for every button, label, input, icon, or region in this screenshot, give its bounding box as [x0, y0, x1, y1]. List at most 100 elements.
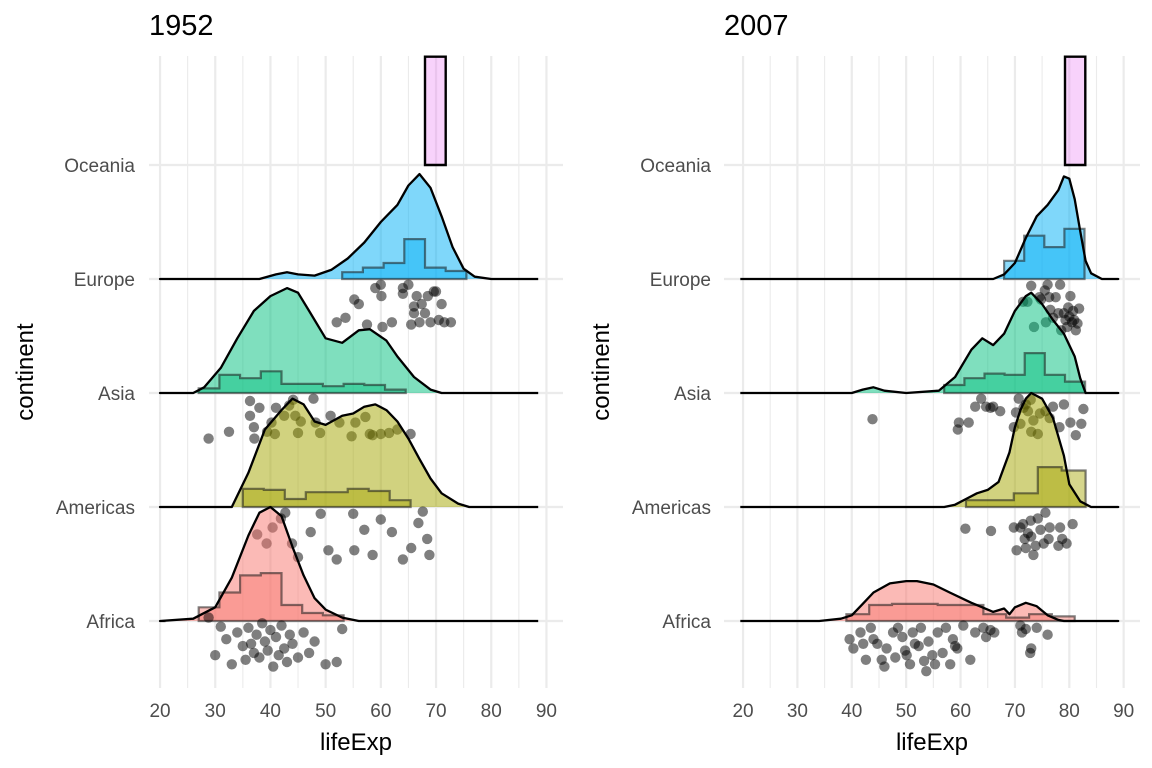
data-point — [915, 622, 927, 633]
data-point — [244, 410, 256, 421]
data-point — [865, 622, 876, 633]
data-point — [259, 636, 271, 647]
x-tick-label: 80 — [481, 701, 502, 722]
data-point — [331, 554, 342, 565]
data-point — [348, 508, 359, 519]
x-axis-label: lifeExp — [896, 729, 968, 756]
y-tick-label: Africa — [86, 612, 135, 633]
data-point — [921, 666, 932, 677]
y-tick-label: Oceania — [64, 156, 135, 177]
data-point — [1020, 542, 1031, 554]
data-point — [1043, 533, 1054, 545]
x-tick-label: 20 — [732, 701, 753, 722]
density-fill-asia — [819, 292, 1119, 393]
histogram-americas — [964, 466, 1087, 509]
data-point — [940, 622, 952, 633]
data-point — [203, 612, 214, 623]
data-point — [1065, 290, 1076, 302]
data-point — [1013, 393, 1024, 404]
data-point — [386, 526, 398, 538]
histogram-asia — [943, 352, 1087, 395]
data-point — [985, 525, 997, 537]
data-point — [303, 647, 315, 659]
data-point — [226, 659, 237, 670]
data-point — [305, 526, 316, 538]
density-fill-africa — [160, 507, 492, 621]
data-point — [1020, 623, 1031, 635]
data-point — [1026, 531, 1037, 542]
data-point — [414, 317, 425, 328]
histogram-oceania — [1063, 55, 1087, 167]
x-tick-label: 60 — [950, 701, 971, 722]
data-point — [932, 627, 943, 638]
data-point — [976, 393, 987, 404]
data-point — [970, 401, 981, 412]
data-point — [203, 433, 214, 444]
data-point — [257, 618, 268, 629]
x-tick-label: 70 — [1004, 701, 1025, 722]
x-tick-label: 50 — [315, 701, 336, 722]
histogram-europe — [341, 238, 468, 281]
data-point — [1047, 401, 1059, 412]
data-point — [860, 654, 872, 665]
data-point — [406, 319, 417, 330]
data-point — [244, 395, 256, 407]
data-point — [308, 393, 319, 404]
data-point — [320, 659, 331, 670]
data-point — [1042, 629, 1053, 640]
data-point — [349, 545, 360, 556]
data-point — [436, 298, 447, 310]
data-point — [890, 652, 901, 663]
density-line-europe — [158, 172, 539, 281]
data-point — [963, 417, 974, 428]
data-point — [215, 621, 226, 632]
y-tick-label: Americas — [632, 498, 711, 519]
data-point — [918, 655, 930, 667]
data-point — [1028, 549, 1039, 561]
data-point — [1054, 522, 1066, 533]
density-line-africa — [158, 505, 539, 623]
data-point — [411, 290, 422, 302]
data-point — [1042, 279, 1053, 290]
data-point — [1072, 318, 1083, 329]
y-tick-label: Europe — [74, 270, 135, 291]
data-point — [937, 647, 948, 659]
density-fill-europe — [160, 174, 492, 279]
data-point — [965, 654, 976, 665]
raincloud-oceania — [423, 55, 447, 167]
data-point — [430, 286, 442, 297]
data-point — [375, 279, 386, 290]
data-point — [270, 631, 282, 643]
data-point — [1073, 303, 1085, 314]
density-line-asia — [158, 286, 539, 395]
x-tick-label: 40 — [841, 701, 862, 722]
chart-title: 2007 — [724, 10, 789, 42]
chart-title: 1952 — [149, 10, 214, 42]
histogram-europe — [1003, 227, 1086, 281]
data-point — [331, 317, 342, 328]
data-point — [292, 652, 304, 663]
data-point — [929, 659, 941, 670]
histogram-africa — [197, 572, 345, 623]
data-point — [375, 514, 386, 525]
x-tick-label: 20 — [149, 701, 170, 722]
density-line-asia — [740, 291, 1120, 395]
data-point — [254, 652, 265, 663]
data-point — [424, 549, 435, 561]
density-line-americas — [740, 391, 1120, 509]
raincloud-europe — [158, 172, 539, 333]
data-point — [1065, 417, 1076, 428]
data-point — [1067, 518, 1078, 530]
data-point — [1070, 430, 1082, 441]
data-point — [340, 312, 351, 323]
data-point — [249, 433, 260, 444]
data-point — [953, 417, 965, 428]
data-point — [323, 545, 334, 556]
data-point — [970, 627, 981, 638]
data-point — [403, 279, 414, 290]
data-point — [445, 317, 457, 328]
data-point — [309, 636, 320, 647]
data-point — [331, 656, 342, 668]
data-point — [1040, 507, 1051, 518]
